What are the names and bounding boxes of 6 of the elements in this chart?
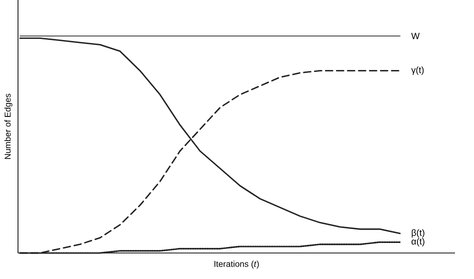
series-label: α(t) bbox=[412, 238, 424, 246]
series-label: β(t) bbox=[412, 229, 424, 238]
series-label: W bbox=[411, 32, 420, 40]
x-axis-title: Iterations (t) bbox=[214, 260, 259, 269]
y-axis-title: Number of Edges bbox=[4, 94, 12, 159]
series-label: γ(t) bbox=[411, 66, 424, 75]
